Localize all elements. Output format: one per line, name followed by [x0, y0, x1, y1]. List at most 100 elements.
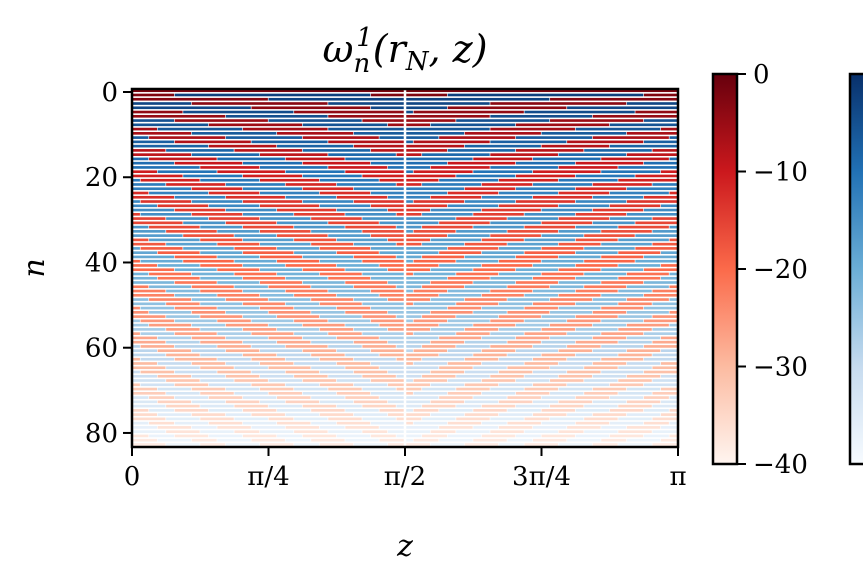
heatmap-cell [515, 149, 584, 152]
heatmap-cell [277, 353, 311, 357]
heatmap-cell [217, 357, 251, 361]
heatmap-cell [132, 340, 166, 344]
heatmap-cell [430, 311, 473, 314]
heatmap-cell [481, 404, 516, 408]
heatmap-cell [498, 178, 558, 182]
heatmap-cell [669, 225, 678, 229]
heatmap-cell [225, 387, 260, 391]
heatmap-cell [132, 392, 166, 395]
heatmap-cell [200, 276, 243, 280]
heatmap-cell [319, 426, 345, 429]
heatmap-cell [490, 374, 524, 378]
heatmap-cell [626, 362, 661, 365]
heatmap-cell [132, 174, 183, 178]
heatmap-cell [132, 332, 140, 335]
heatmap-cell [132, 409, 149, 412]
heatmap-cell [396, 417, 422, 421]
heatmap-cell [259, 430, 294, 433]
heatmap-cell [259, 230, 311, 233]
heatmap-cell [259, 268, 303, 272]
heatmap-cell [132, 161, 175, 165]
heatmap-cell [481, 421, 507, 425]
heatmap-cell [464, 370, 499, 374]
heatmap-cell [584, 430, 618, 433]
heatmap-cell [515, 349, 558, 353]
heatmap-cell [157, 251, 200, 254]
heatmap-cell [362, 259, 405, 263]
heatmap-cell [319, 302, 362, 306]
heatmap-cell [336, 264, 379, 267]
heatmap-cell [336, 208, 388, 212]
heatmap-cell [490, 387, 524, 391]
heatmap-cell [132, 119, 175, 122]
x-axis: 0 π/4 π/2 3π/4 π [124, 447, 687, 492]
heatmap-cell [643, 306, 678, 310]
heatmap-cell [217, 230, 260, 233]
heatmap-cell [447, 289, 490, 293]
heatmap-cell [584, 366, 618, 370]
heatmap-cell [132, 323, 149, 327]
heatmap-cell [660, 127, 678, 131]
heatmap-cell [370, 106, 448, 110]
heatmap-cell [149, 409, 175, 412]
heatmap-cell [584, 234, 635, 237]
heatmap-cell [669, 272, 678, 276]
heatmap-cell [345, 396, 379, 399]
heatmap-cell [200, 379, 234, 382]
heatmap-cell [132, 379, 166, 382]
heatmap-cell [277, 247, 320, 250]
heatmap-cell [294, 387, 328, 391]
heatmap-cell [473, 268, 516, 272]
heatmap-cell [643, 281, 678, 284]
heatmap-cell [669, 323, 678, 327]
heatmap-cell [584, 285, 627, 289]
heatmap-cell [456, 272, 499, 276]
heatmap-cell [515, 379, 550, 382]
heatmap-cell [498, 370, 533, 374]
heatmap-cell [328, 430, 362, 433]
heatmap-cell [319, 400, 354, 404]
heatmap-cell [353, 298, 388, 301]
heatmap-cell [319, 357, 354, 361]
heatmap-cell [225, 136, 303, 139]
heatmap-cell [166, 340, 200, 344]
heatmap-cell [558, 178, 618, 182]
heatmap-cell [200, 430, 234, 433]
heatmap-cell [132, 213, 140, 216]
heatmap-cell [174, 370, 217, 374]
heatmap-cell [174, 255, 217, 259]
heatmap-cell [498, 426, 533, 429]
heatmap-cell [481, 251, 524, 254]
heatmap-cell [405, 140, 413, 144]
heatmap-cell [242, 302, 285, 306]
colorbar-tick-label: −10 [753, 158, 808, 188]
heatmap-cell [618, 417, 652, 421]
heatmap-cell [456, 374, 490, 378]
heatmap-cell [191, 311, 226, 314]
colorbar-tick-label: 0 [753, 60, 770, 90]
heatmap-cell [601, 306, 644, 310]
heatmap-cell [567, 319, 601, 323]
heatmap-cell [217, 281, 260, 284]
heatmap-cell [439, 409, 473, 412]
heatmap-cell [166, 392, 200, 395]
heatmap-cell [643, 345, 678, 348]
heatmap-cell [191, 400, 226, 404]
heatmap-cell [200, 166, 260, 169]
heatmap-cell [439, 136, 516, 139]
heatmap-cell [353, 242, 396, 246]
heatmap-cell [200, 353, 243, 357]
heatmap-cell [422, 434, 448, 438]
heatmap-cell [652, 149, 678, 152]
heatmap-cell [524, 319, 567, 323]
heatmap-cell [285, 157, 345, 161]
heatmap-cell [132, 281, 175, 284]
heatmap-cell [311, 230, 362, 233]
heatmap-cell [319, 383, 354, 387]
heatmap-cell [601, 357, 644, 361]
heatmap-cell [396, 434, 422, 438]
heatmap-cell [447, 276, 490, 280]
heatmap-cell [464, 132, 541, 135]
heatmap-cell [498, 191, 558, 195]
heatmap-cell [217, 157, 285, 161]
